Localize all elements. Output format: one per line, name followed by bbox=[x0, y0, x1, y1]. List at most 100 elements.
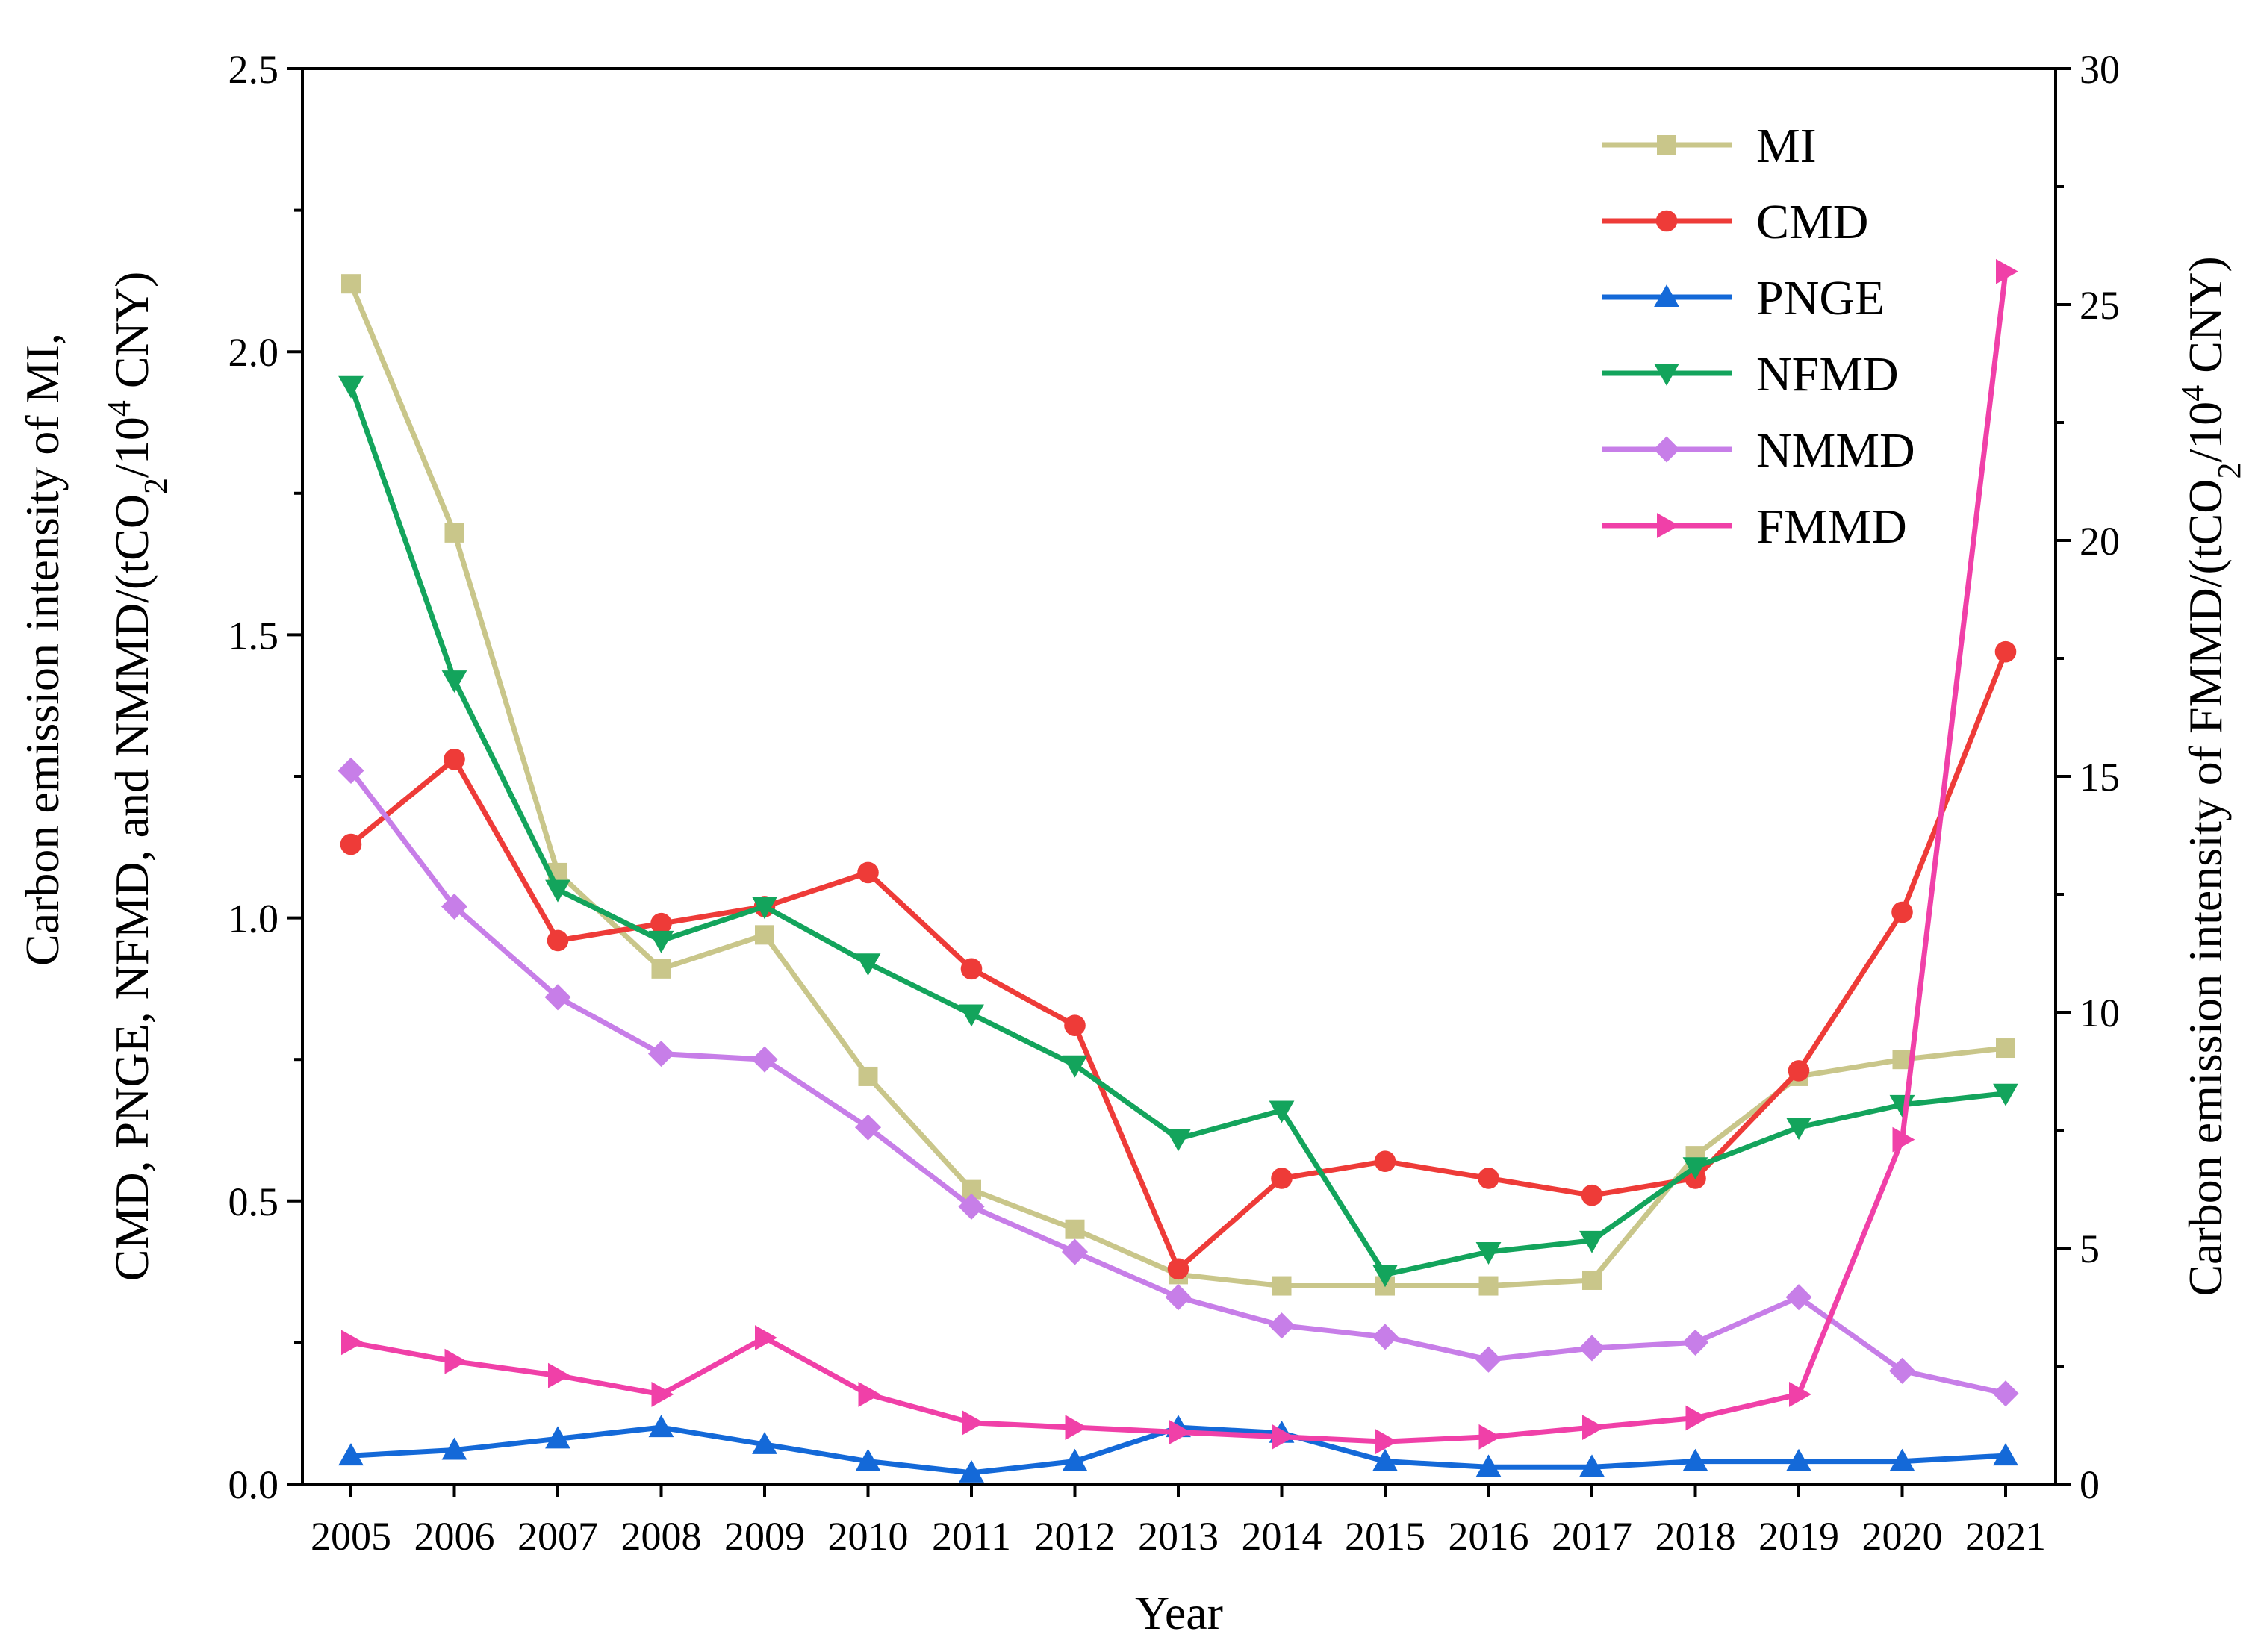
data-point-fmmd bbox=[755, 1325, 777, 1350]
data-point-nmmd bbox=[1578, 1335, 1605, 1362]
data-point-nfmd bbox=[441, 670, 467, 693]
data-point-cmd bbox=[960, 958, 983, 980]
left-y-tick-label: 2.0 bbox=[228, 330, 279, 375]
data-point-nmmd bbox=[958, 1193, 985, 1220]
data-point-nmmd bbox=[441, 893, 468, 920]
left-axis-title-line1: Carbon emission intensity of MI, bbox=[16, 333, 69, 966]
data-point-mi bbox=[1582, 1270, 1602, 1290]
x-tick-label: 2011 bbox=[932, 1514, 1011, 1559]
data-point-fmmd bbox=[1582, 1415, 1605, 1441]
data-point-fmmd bbox=[1065, 1415, 1088, 1441]
data-point-pnge bbox=[1993, 1443, 2018, 1466]
data-point-cmd bbox=[1064, 1014, 1086, 1036]
data-point-cmd bbox=[1581, 1184, 1603, 1206]
data-point-cmd bbox=[1374, 1150, 1396, 1173]
data-point-nmmd bbox=[751, 1046, 778, 1073]
x-tick-label: 2017 bbox=[1552, 1514, 1632, 1559]
legend-label-nfmd: NFMD bbox=[1756, 347, 1899, 402]
data-point-mi bbox=[1065, 1219, 1085, 1239]
legend-label-pnge: PNGE bbox=[1756, 271, 1885, 325]
data-point-pnge bbox=[648, 1415, 674, 1438]
data-point-cmd bbox=[1271, 1168, 1293, 1189]
x-tick-label: 2015 bbox=[1345, 1514, 1425, 1559]
data-point-nfmd bbox=[1786, 1118, 1811, 1141]
data-point-mi bbox=[1272, 1276, 1292, 1296]
x-tick-label: 2007 bbox=[517, 1514, 598, 1559]
left-y-tick-label: 2.5 bbox=[228, 47, 279, 92]
legend: MI CMD PNGE NFMD NMMD FMMD bbox=[1602, 119, 1915, 554]
data-point-pnge bbox=[1786, 1448, 1811, 1471]
data-point-nfmd bbox=[648, 930, 674, 953]
data-point-fmmd bbox=[651, 1382, 674, 1407]
data-point-fmmd bbox=[1478, 1424, 1502, 1450]
data-point-cmd bbox=[340, 833, 362, 855]
right-y-tick-label: 20 bbox=[2080, 519, 2120, 564]
data-point-nfmd bbox=[1475, 1242, 1502, 1265]
data-point-pnge bbox=[1475, 1454, 1502, 1477]
data-point-cmd bbox=[650, 912, 672, 935]
data-point-cmd bbox=[547, 929, 569, 952]
data-point-mi bbox=[755, 925, 774, 945]
data-point-nfmd bbox=[752, 897, 777, 920]
legend-marker-pnge bbox=[1654, 284, 1679, 307]
data-point-cmd bbox=[444, 748, 465, 770]
legend-label-fmmd: FMMD bbox=[1756, 499, 1907, 554]
data-point-nfmd bbox=[1166, 1129, 1191, 1152]
legend-label-nmmd: NMMD bbox=[1756, 423, 1915, 478]
x-tick-label: 2008 bbox=[621, 1514, 702, 1559]
data-point-pnge bbox=[545, 1426, 570, 1449]
data-point-mi bbox=[1478, 1276, 1499, 1296]
x-tick-label: 2012 bbox=[1035, 1514, 1116, 1559]
legend-marker-mi bbox=[1657, 135, 1676, 155]
data-point-fmmd bbox=[1996, 258, 2018, 284]
data-point-cmd bbox=[1891, 901, 1913, 923]
data-point-pnge bbox=[338, 1443, 364, 1466]
data-point-pnge bbox=[1062, 1448, 1088, 1471]
x-tick-label: 2006 bbox=[414, 1514, 495, 1559]
data-point-cmd bbox=[857, 861, 879, 884]
right-y-tick-label: 10 bbox=[2080, 991, 2120, 1035]
data-point-nfmd bbox=[545, 879, 570, 903]
data-point-pnge bbox=[1372, 1448, 1398, 1471]
series-cmd bbox=[340, 640, 2017, 1280]
legend-item-pnge: PNGE bbox=[1602, 271, 1885, 325]
series-line-cmd bbox=[349, 650, 2009, 1272]
data-point-cmd bbox=[1994, 640, 2017, 663]
data-point-nfmd bbox=[1682, 1157, 1708, 1180]
x-tick-label: 2016 bbox=[1449, 1514, 1529, 1559]
data-point-nmmd bbox=[1372, 1324, 1399, 1350]
data-point-nmmd bbox=[338, 757, 364, 784]
x-tick-label: 2019 bbox=[1758, 1514, 1839, 1559]
right-y-tick-label: 15 bbox=[2080, 755, 2120, 799]
data-point-cmd bbox=[1788, 1060, 1810, 1082]
right-y-tick-label: 5 bbox=[2080, 1226, 2100, 1271]
data-point-fmmd bbox=[962, 1409, 984, 1436]
legend-item-mi: MI bbox=[1602, 119, 1817, 173]
data-point-nmmd bbox=[1888, 1357, 1916, 1384]
legend-marker-cmd bbox=[1655, 210, 1678, 232]
data-point-nfmd bbox=[1062, 1055, 1088, 1078]
x-tick-label: 2020 bbox=[1862, 1514, 1943, 1559]
left-y-tick-label: 1.5 bbox=[228, 613, 279, 658]
data-point-mi bbox=[651, 959, 671, 979]
data-point-pnge bbox=[855, 1448, 881, 1471]
data-point-mi bbox=[1996, 1038, 2015, 1059]
data-point-nfmd bbox=[1269, 1100, 1295, 1123]
data-point-fmmd bbox=[1375, 1429, 1398, 1455]
x-tick-label: 2021 bbox=[1965, 1514, 2046, 1559]
data-point-fmmd bbox=[444, 1348, 467, 1374]
legend-item-nfmd: NFMD bbox=[1602, 347, 1899, 402]
data-point-mi bbox=[858, 1066, 878, 1086]
data-point-nmmd bbox=[1268, 1312, 1296, 1339]
data-point-pnge bbox=[959, 1459, 984, 1483]
right-y-tick-label: 30 bbox=[2080, 47, 2120, 92]
x-tick-label: 2010 bbox=[828, 1514, 909, 1559]
data-point-fmmd bbox=[1789, 1382, 1811, 1407]
right-axis-title: Carbon emission intensity of FMMD/(tCO2/… bbox=[2174, 256, 2248, 1296]
data-point-nmmd bbox=[544, 984, 571, 1011]
data-point-pnge bbox=[1889, 1448, 1915, 1471]
data-point-pnge bbox=[1579, 1454, 1605, 1477]
left-y-tick-label: 1.0 bbox=[228, 897, 279, 941]
x-tick-label: 2009 bbox=[724, 1514, 805, 1559]
